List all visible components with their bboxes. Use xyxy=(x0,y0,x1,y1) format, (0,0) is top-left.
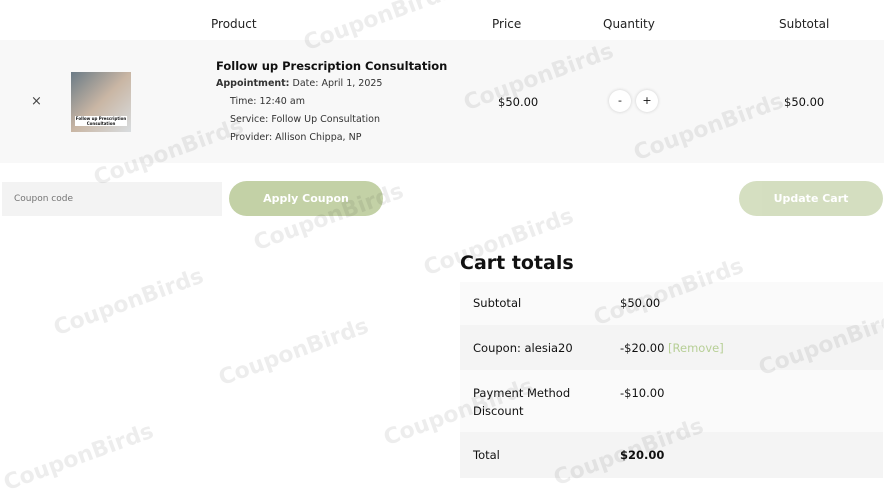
remove-item-icon[interactable]: × xyxy=(31,94,42,109)
appointment-time: Time: 12:40 am xyxy=(230,96,305,107)
product-thumbnail[interactable]: Follow up Prescription Consultation xyxy=(71,72,131,132)
row-value: $20.00 xyxy=(620,448,665,462)
watermark: CouponBirds xyxy=(215,313,372,392)
totals-row-subtotal: Subtotal $50.00 xyxy=(460,282,883,325)
remove-coupon-link[interactable]: [Remove] xyxy=(668,341,724,355)
appointment-label: Appointment: xyxy=(216,78,290,89)
thumbnail-caption: Follow up Prescription Consultation xyxy=(75,116,127,126)
item-price: $50.00 xyxy=(498,95,539,109)
row-label: Payment Method Discount xyxy=(473,386,571,418)
row-value: $50.00 xyxy=(620,296,661,310)
row-value: -$10.00 xyxy=(620,386,665,400)
header-subtotal: Subtotal xyxy=(779,17,830,31)
row-label: Subtotal xyxy=(473,296,522,310)
coupon-code-input[interactable] xyxy=(2,182,222,216)
cart-totals-title: Cart totals xyxy=(460,252,574,274)
header-product: Product xyxy=(211,17,257,31)
row-label: Total xyxy=(473,448,500,462)
appointment-service: Service: Follow Up Consultation xyxy=(230,114,380,125)
watermark: CouponBirds xyxy=(0,418,157,496)
row-label: Coupon: alesia20 xyxy=(473,341,573,355)
header-quantity: Quantity xyxy=(603,17,655,31)
product-title[interactable]: Follow up Prescription Consultation xyxy=(216,59,448,73)
appointment-provider: Provider: Allison Chippa, NP xyxy=(230,132,362,143)
item-subtotal: $50.00 xyxy=(784,95,825,109)
header-price: Price xyxy=(492,17,522,31)
quantity-decrease-button[interactable]: - xyxy=(609,90,631,112)
cart-item-row xyxy=(0,40,884,163)
watermark: CouponBirds xyxy=(50,263,207,342)
appointment-date: Date: April 1, 2025 xyxy=(292,78,383,89)
apply-coupon-button[interactable]: Apply Coupon xyxy=(229,181,383,216)
row-value: -$20.00 xyxy=(620,341,665,355)
update-cart-button[interactable]: Update Cart xyxy=(739,181,883,216)
totals-row-payment-discount: Payment Method Discount -$10.00 xyxy=(460,370,883,432)
quantity-increase-button[interactable]: + xyxy=(636,90,658,112)
totals-row-coupon: Coupon: alesia20 -$20.00 [Remove] xyxy=(460,325,883,370)
totals-row-total: Total $20.00 xyxy=(460,432,883,478)
